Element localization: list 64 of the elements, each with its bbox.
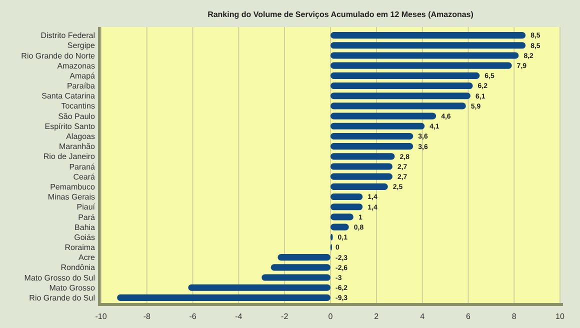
y-tick-label: Tocantins <box>61 102 95 111</box>
bar <box>330 32 526 39</box>
y-tick-label: Santa Catarina <box>42 92 96 101</box>
y-tick-label: Distrito Federal <box>40 31 96 40</box>
y-tick-label: Minas Gerais <box>48 192 95 202</box>
x-tick-label: 6 <box>466 312 471 321</box>
y-tick-label: Alagoas <box>66 132 95 142</box>
y-tick-label: Acre <box>78 253 96 262</box>
bar <box>330 183 388 190</box>
bar <box>330 92 470 100</box>
bar <box>330 72 480 79</box>
y-tick-label: Rio Grande do Norte <box>21 51 96 60</box>
y-tick-label: Ceará <box>73 172 96 182</box>
y-tick-label: Pará <box>78 212 96 222</box>
bar <box>330 204 363 210</box>
bar <box>330 112 436 120</box>
y-tick-label: Rondônia <box>60 263 96 272</box>
y-tick-label: Mato Grosso <box>49 283 96 292</box>
x-tick-label: -2 <box>281 312 289 321</box>
x-tick-label: -10 <box>95 312 108 321</box>
bar <box>330 214 354 220</box>
chart-title: Ranking do Volume de Serviços Acumulado em 12 Meses (Amazonas) <box>208 10 474 19</box>
x-tick-label: 10 <box>556 312 565 321</box>
bar <box>117 294 330 301</box>
bar <box>330 82 473 90</box>
y-tick-label: Amazonas <box>57 61 95 70</box>
y-tick-label: Maranhão <box>58 142 96 152</box>
y-tick-label: Espírito Santo <box>44 122 96 131</box>
x-tick-label: -6 <box>189 312 197 321</box>
bar <box>330 143 414 150</box>
bar <box>330 173 392 180</box>
y-tick-label: Rio de Janeiro <box>43 152 96 162</box>
y-tick-label: São Paulo <box>58 112 96 121</box>
y-tick-label: Piauí <box>76 202 96 212</box>
x-tick-label: -4 <box>235 312 243 321</box>
y-tick-label: Mato Grosso do Sul <box>24 273 96 282</box>
bar <box>188 284 330 291</box>
bar <box>330 153 395 160</box>
x-tick-label: -8 <box>143 312 151 321</box>
bar <box>330 52 519 59</box>
y-tick-label: Rio Grande do Sul <box>29 294 96 302</box>
bar <box>330 102 466 110</box>
bar <box>330 224 349 230</box>
y-tick-label: Amapá <box>70 71 96 80</box>
bar <box>330 62 512 69</box>
y-tick-label: Paraná <box>69 162 96 172</box>
bar <box>330 42 526 49</box>
bar <box>330 193 363 200</box>
y-tick-label: Paraíba <box>66 82 96 91</box>
y-tick-label: Pemambuco <box>50 182 96 192</box>
y-tick-label: Roraima <box>64 243 96 252</box>
x-tick-label: 4 <box>420 312 426 321</box>
bar <box>330 163 392 170</box>
y-tick-label: Sergipe <box>67 41 96 50</box>
bar <box>330 122 425 130</box>
bar <box>278 254 330 261</box>
bar <box>262 274 330 281</box>
x-tick-label: 0 <box>328 312 334 321</box>
x-tick-label: 2 <box>374 312 380 321</box>
x-tick-label: 8 <box>512 312 517 321</box>
bar <box>330 132 414 140</box>
y-tick-label: Bahia <box>74 222 96 232</box>
y-tick-label: Goiás <box>74 232 95 242</box>
bar <box>270 264 330 271</box>
